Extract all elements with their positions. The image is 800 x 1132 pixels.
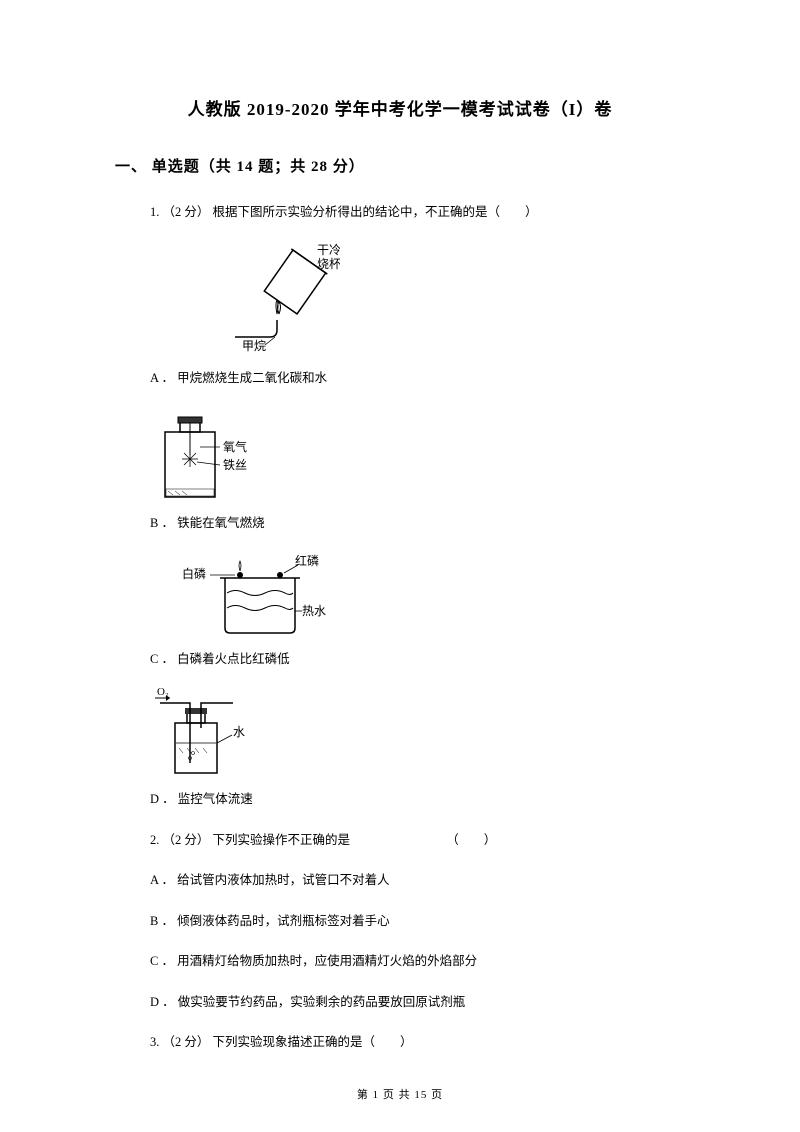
option-label: D ． — [150, 792, 175, 806]
option-1a: A ． 甲烷燃烧生成二氧化碳和水 — [115, 367, 685, 390]
option-label: C ． — [150, 954, 174, 968]
diagram-a: 干冷 烧杯 甲烷 — [150, 242, 340, 362]
label-o2: O₂ — [157, 688, 169, 698]
label-honglin: 红磷 — [295, 553, 319, 568]
diagram-d: O₂ 水 — [150, 688, 310, 783]
question-3: 3. （2 分） 下列实验现象描述正确的是（ ） — [115, 1031, 685, 1054]
label-bailin: 白磷 — [182, 566, 206, 581]
option-label: D ． — [150, 995, 175, 1009]
question-number: 2. — [150, 833, 159, 847]
question-text: 下列实验操作不正确的是 — [213, 833, 351, 847]
option-label: A ． — [150, 873, 174, 887]
option-label: A ． — [150, 371, 174, 385]
label-reshui: 热水 — [302, 604, 326, 618]
option-text: 用酒精灯给物质加热时，应使用酒精灯火焰的外焰部分 — [177, 954, 477, 968]
question-1: 1. （2 分） 根据下图所示实验分析得出的结论中，不正确的是（ ） — [115, 201, 685, 224]
diagram-c: 白磷 红磷 热水 — [150, 553, 380, 643]
section-title: 单选题（共 14 题；共 28 分） — [152, 159, 365, 175]
option-2a: A ． 给试管内液体加热时，试管口不对着人 — [115, 869, 685, 892]
diagram-c-container: 白磷 红磷 热水 — [150, 553, 685, 643]
option-text: 倾倒液体药品时，试剂瓶标签对着手心 — [177, 914, 390, 928]
question-blank: （ ） — [446, 833, 496, 847]
option-text: 做实验要节约药品，实验剩余的药品要放回原试剂瓶 — [178, 995, 466, 1009]
page-footer: 第 1 页 共 15 页 — [0, 1086, 800, 1102]
label-jiawan: 甲烷 — [242, 339, 266, 353]
question-points: （2 分） — [163, 1035, 210, 1049]
label-ganlen: 干冷 — [317, 243, 340, 257]
diagram-a-container: 干冷 烧杯 甲烷 — [150, 242, 685, 362]
option-2b: B ． 倾倒液体药品时，试剂瓶标签对着手心 — [115, 910, 685, 933]
option-text: 甲烷燃烧生成二氧化碳和水 — [177, 371, 327, 385]
question-points: （2 分） — [163, 205, 210, 219]
option-text: 给试管内液体加热时，试管口不对着人 — [177, 873, 390, 887]
option-1c: C ． 白磷着火点比红磷低 — [115, 648, 685, 671]
option-text: 铁能在氧气燃烧 — [177, 516, 265, 530]
question-number: 3. — [150, 1035, 159, 1049]
question-number: 1. — [150, 205, 159, 219]
option-label: B ． — [150, 914, 174, 928]
section-number: 一、 — [115, 159, 147, 175]
diagram-b: 氧气 铁丝 — [150, 407, 310, 507]
question-points: （2 分） — [163, 833, 210, 847]
option-2c: C ． 用酒精灯给物质加热时，应使用酒精灯火焰的外焰部分 — [115, 950, 685, 973]
question-2: 2. （2 分） 下列实验操作不正确的是 （ ） — [115, 829, 685, 852]
section-header: 一、 单选题（共 14 题；共 28 分） — [115, 155, 685, 176]
question-text: 下列实验现象描述正确的是（ ） — [213, 1035, 413, 1049]
question-text: 根据下图所示实验分析得出的结论中，不正确的是（ ） — [213, 205, 538, 219]
option-text: 监控气体流速 — [178, 792, 253, 806]
option-text: 白磷着火点比红磷低 — [177, 652, 290, 666]
label-shaoben: 烧杯 — [317, 257, 340, 271]
option-label: B ． — [150, 516, 174, 530]
label-yangqi: 氧气 — [223, 439, 247, 454]
option-2d: D ． 做实验要节约药品，实验剩余的药品要放回原试剂瓶 — [115, 991, 685, 1014]
label-shui: 水 — [233, 725, 245, 739]
option-1d: D ． 监控气体流速 — [115, 788, 685, 811]
page-title: 人教版 2019-2020 学年中考化学一模考试试卷（I）卷 — [115, 95, 685, 120]
label-tiesi: 铁丝 — [223, 458, 247, 472]
option-label: C ． — [150, 652, 174, 666]
diagram-b-container: 氧气 铁丝 — [150, 407, 685, 507]
option-1b: B ． 铁能在氧气燃烧 — [115, 512, 685, 535]
diagram-d-container: O₂ 水 — [150, 688, 685, 783]
